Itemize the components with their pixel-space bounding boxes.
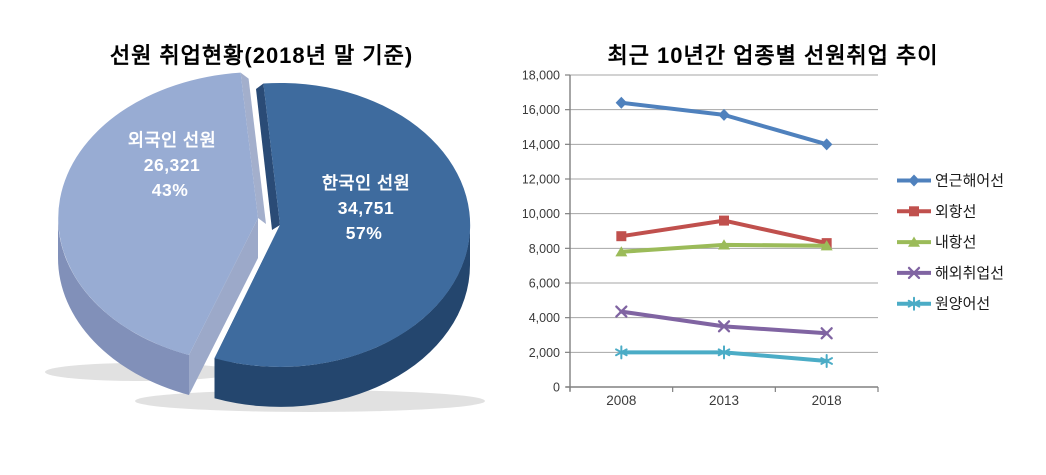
x-tick-label: 2008 xyxy=(606,393,636,408)
series-marker-0 xyxy=(615,96,628,109)
series-marker-3 xyxy=(615,305,628,318)
legend-label-0: 연근해어선 xyxy=(935,173,1004,190)
series-marker-0 xyxy=(820,138,833,151)
y-tick-label: 4,000 xyxy=(529,311,560,325)
series-marker-2 xyxy=(718,239,730,250)
y-tick-label: 18,000 xyxy=(523,69,560,83)
legend-marker-4 xyxy=(907,296,921,311)
series-marker-2 xyxy=(615,246,628,257)
pie-label-foreign-value: 26,321 xyxy=(144,155,201,175)
series-marker-3 xyxy=(820,327,833,340)
series-marker-1 xyxy=(616,231,627,242)
pie-label-korean-value: 34,751 xyxy=(338,198,395,218)
line-chart: 0 2,000 4,000 6,000 8,000 10,000 12,000 14,000 1… xyxy=(523,69,1004,409)
series-marker-2 xyxy=(820,240,833,251)
pie-slice-foreign xyxy=(58,72,259,355)
legend-label-2: 내항선 xyxy=(935,234,976,251)
y-tick-label: 0 xyxy=(553,381,560,395)
y-tick-label: 14,000 xyxy=(523,138,560,152)
series-marker-1 xyxy=(719,215,729,226)
line-chart-title: 최근 10년간 업종별 선원취업 추이 xyxy=(607,43,939,69)
x-tick-label: 2013 xyxy=(709,393,739,408)
series-line-3 xyxy=(619,309,829,336)
legend-marker-2 xyxy=(908,236,920,247)
x-tick-label: 2018 xyxy=(812,393,842,408)
pie-slice-foreign-side xyxy=(58,218,189,395)
pie-label-foreign-name: 외국인 선원 xyxy=(128,130,216,150)
series-marker-4 xyxy=(615,345,628,360)
y-tick-label: 2,000 xyxy=(529,346,560,360)
pie-slice-korean-side xyxy=(214,225,470,407)
pie-slice-korean xyxy=(214,82,471,367)
legend-label-1: 외항선 xyxy=(935,203,976,220)
legend-marker-3 xyxy=(907,266,921,280)
legend-marker-0 xyxy=(908,174,920,187)
pie-slice-korean-cut-sliver xyxy=(256,83,280,230)
series-marker-3 xyxy=(717,320,731,333)
pie-chart: 외국인 선원 26,321 43% 한국인 선원 34,751 57% xyxy=(45,72,485,412)
pie-chart-title: 선원 취업현황(2018년 말 기준) xyxy=(109,43,414,69)
y-tick-label: 6,000 xyxy=(529,277,560,291)
y-tick-label: 16,000 xyxy=(523,103,560,117)
y-tick-label: 12,000 xyxy=(523,173,560,187)
pie-slice-foreign-cut-sliver xyxy=(240,72,266,224)
legend-label-4: 원양어선 xyxy=(935,296,990,313)
series-marker-4 xyxy=(820,354,833,368)
line-chart-panel: 최근 10년간 업종별 선원취업 추이 0 2,000 4,000 6,000 8,00… xyxy=(523,0,1046,475)
pie-label-foreign-pct: 43% xyxy=(152,180,189,200)
pie-label-korean-name: 한국인 선원 xyxy=(322,173,410,193)
series-marker-0 xyxy=(718,108,730,121)
legend-label-3: 해외취업선 xyxy=(935,265,1004,282)
pie-slice-foreign-cutface xyxy=(189,218,258,395)
series-marker-4 xyxy=(717,345,731,360)
y-tick-label: 8,000 xyxy=(529,242,560,256)
pie-label-korean-pct: 57% xyxy=(346,223,383,243)
pie-chart-panel: 선원 취업현황(2018년 말 기준) 외국인 선원 26,321 43% 한국… xyxy=(45,43,485,412)
legend-marker-1 xyxy=(909,206,919,217)
y-tick-label: 10,000 xyxy=(523,207,560,221)
